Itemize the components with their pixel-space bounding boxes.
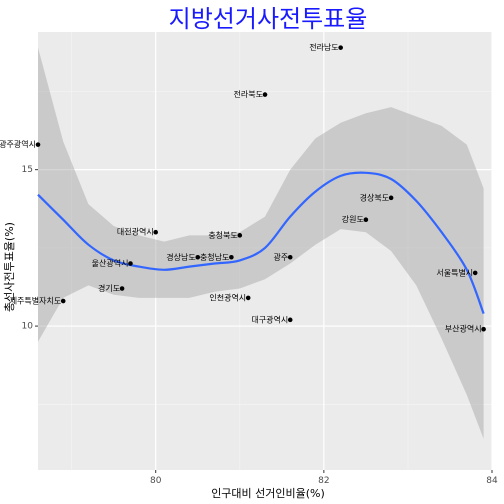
- point-label: 대전광역시: [117, 227, 154, 237]
- y-tick-label: 15: [22, 165, 33, 175]
- data-point: [153, 229, 159, 235]
- x-tick-label: 82: [318, 476, 329, 486]
- point-label: 울산광역시: [92, 258, 129, 268]
- y-axis-title: 총선사전투표율(%): [3, 222, 16, 312]
- point-label: 경상북도: [360, 192, 389, 202]
- data-point: [237, 233, 243, 238]
- data-point: [338, 45, 343, 50]
- x-tick-label: 84: [486, 476, 498, 486]
- data-point: [229, 254, 234, 260]
- point-label: 광주광역시: [0, 139, 36, 149]
- point-label: 부산광역시: [445, 324, 482, 334]
- point-label: 서울특별시: [436, 267, 473, 277]
- point-label: 경기도: [98, 283, 120, 293]
- data-point: [363, 217, 369, 223]
- point-label: 강원도: [342, 214, 364, 224]
- chart-title: 지방선거사전투표율: [169, 5, 368, 33]
- point-label: 전라북도: [234, 89, 263, 99]
- confidence-band: [38, 47, 484, 439]
- y-tick-label: 10: [22, 322, 34, 332]
- point-label: 충청남도: [200, 253, 229, 262]
- smooth-line: [37, 171, 485, 314]
- y-axis: 10 15: [22, 165, 38, 332]
- point-label: 경상남도: [166, 252, 195, 262]
- x-axis: 80 82 84: [150, 470, 498, 486]
- grid: [38, 32, 493, 470]
- data-point: [472, 270, 478, 276]
- x-tick-label: 80: [150, 476, 162, 486]
- x-axis-title: 인구대비 선거인비율(%): [211, 487, 325, 500]
- data-point: [35, 142, 41, 147]
- data-point: [128, 261, 133, 266]
- plot-panel: [38, 32, 492, 470]
- data-point: [195, 254, 201, 260]
- point-label: 제주특별자치도: [10, 296, 62, 306]
- point-label: 전라남도: [309, 42, 338, 52]
- data-point: [388, 195, 394, 201]
- data-point: [60, 298, 66, 304]
- data-point: [245, 295, 251, 301]
- point-label: 광주: [273, 252, 288, 262]
- data-point: [119, 286, 125, 291]
- data-point: [481, 326, 486, 332]
- point-label: 인천광역시: [209, 292, 246, 302]
- data-point: [287, 254, 293, 260]
- data-point: [262, 92, 268, 97]
- point-label: 충청북도: [208, 231, 237, 240]
- point-label: 대구광역시: [251, 314, 288, 324]
- data-point: [287, 317, 293, 323]
